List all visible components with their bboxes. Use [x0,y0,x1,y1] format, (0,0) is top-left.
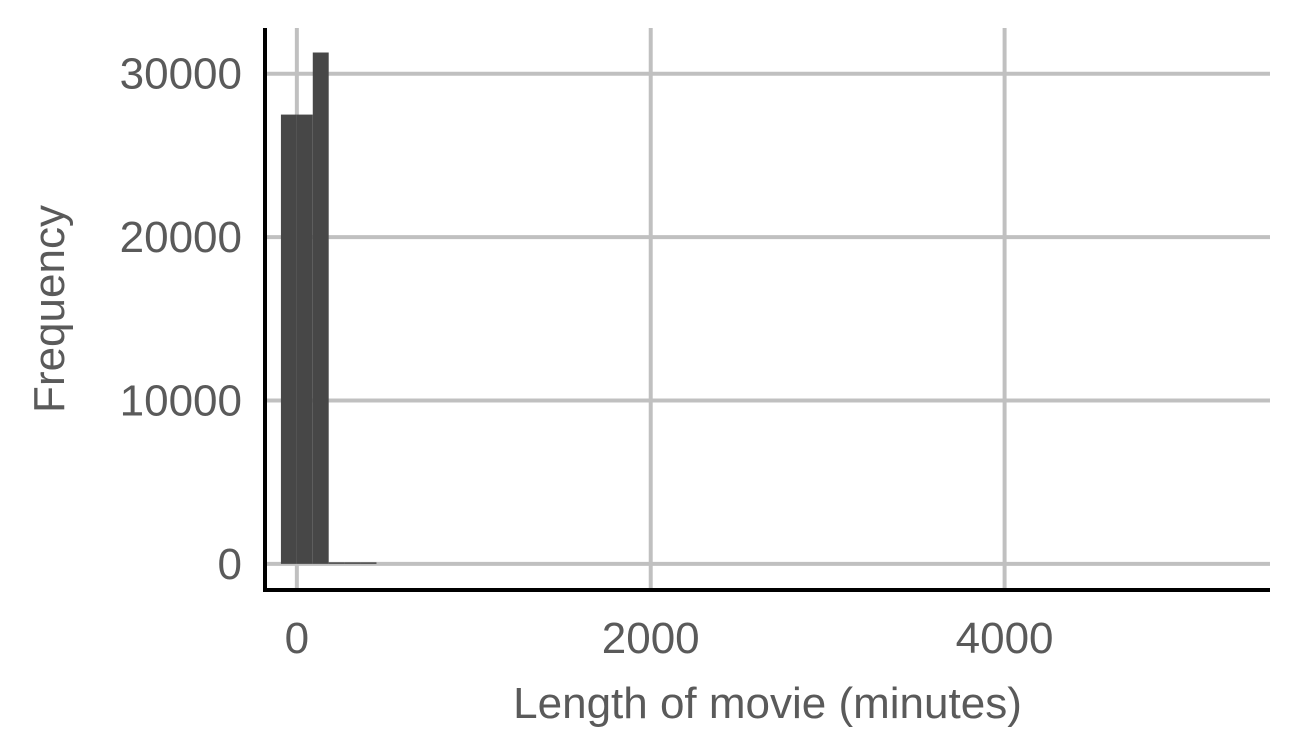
y-axis-title: Frequency [25,205,74,413]
x-tick-label: 0 [285,614,309,663]
y-tick-label: 0 [218,540,242,589]
x-tick-labels: 0 2000 4000 [285,614,1054,663]
histogram-bar [360,562,377,564]
x-tick-label: 2000 [602,614,700,663]
y-tick-label: 20000 [120,213,242,262]
x-tick-label: 4000 [956,614,1054,663]
histogram-bar [328,562,345,564]
y-tick-labels: 0 10000 20000 30000 [120,50,242,589]
histogram-bar [280,114,297,564]
histogram-bars [280,52,377,564]
histogram-bar [312,52,329,564]
y-tick-label: 10000 [120,376,242,425]
histogram-bar [296,114,313,564]
grid-lines [265,28,1270,590]
y-tick-label: 30000 [120,50,242,99]
histogram-bar [344,562,361,564]
axes [263,28,1270,592]
x-axis-title: Length of movie (minutes) [513,679,1022,728]
